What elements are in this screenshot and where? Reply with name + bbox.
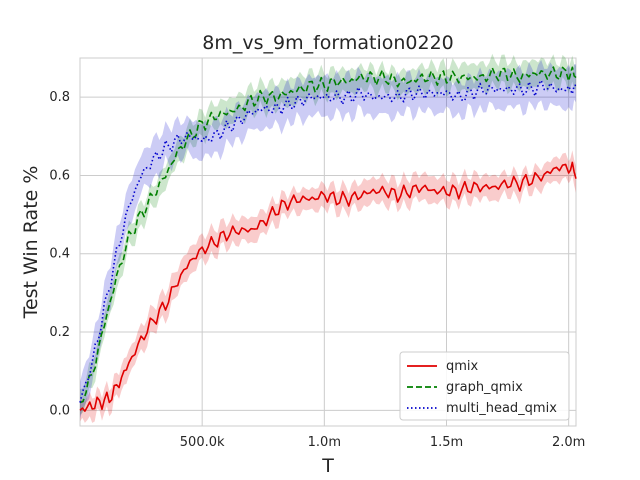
- multi-head-qmix-band: [80, 59, 576, 419]
- y-tick-label: 0.8: [49, 90, 70, 105]
- x-tick-label: 500.0k: [180, 435, 225, 450]
- y-tick-label: 0.6: [49, 168, 70, 183]
- chart-title: 8m_vs_9m_formation0220: [202, 32, 454, 54]
- series-lines: [79, 66, 577, 412]
- y-axis-title: Test Win Rate %: [20, 166, 42, 320]
- graph-qmix-line: [79, 66, 577, 404]
- x-tick-label: 1.0m: [308, 435, 341, 450]
- tick-labels: 500.0k 1.0m 1.5m 2.0m 0.0 0.2 0.4 0.6 0.8: [49, 90, 585, 450]
- legend-label-multi-head-qmix: multi_head_qmix: [446, 401, 557, 416]
- x-tick-label: 2.0m: [552, 435, 585, 450]
- qmix-line: [79, 161, 577, 412]
- multi-head-qmix-line: [79, 79, 577, 403]
- x-tick-label: 1.5m: [430, 435, 463, 450]
- y-tick-label: 0.2: [49, 325, 70, 340]
- x-axis-title: T: [321, 455, 334, 477]
- legend-label-qmix: qmix: [446, 359, 479, 374]
- legend-label-graph-qmix: graph_qmix: [446, 380, 523, 395]
- y-tick-label: 0.0: [49, 403, 70, 418]
- y-tick-label: 0.4: [49, 247, 70, 262]
- legend: qmix graph_qmix multi_head_qmix: [399, 351, 570, 421]
- legend-box: [399, 351, 570, 421]
